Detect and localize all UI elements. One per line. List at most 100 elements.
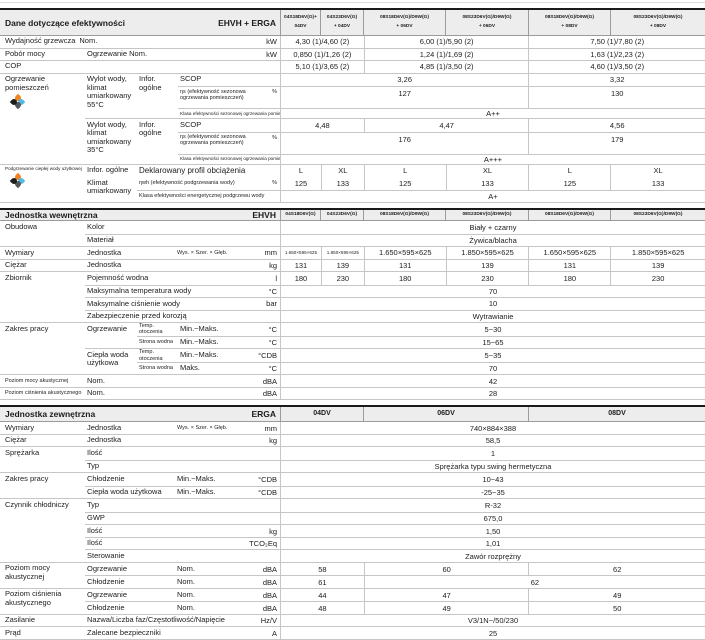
row-label: Nom. (177, 563, 195, 573)
value-cell: 25 (488, 628, 498, 638)
row-sublabel: Strona wodna (139, 365, 173, 372)
value-cell: 1.650×595×625 (363, 247, 446, 259)
value-cell: 1,63 (1)/2,23 (2) (528, 48, 705, 60)
row-group-space-heating: Ogrzewanie pomieszczeń Wylot wody, klima… (0, 73, 705, 165)
row-label: Maks. (180, 363, 201, 373)
value-cells: 28 (280, 387, 705, 400)
unit-label (253, 61, 280, 73)
row-label: Nom. (177, 576, 195, 586)
value-cell: -25~35 (481, 488, 505, 498)
row-label: Klasa efektywności energetycznej podgrze… (139, 193, 265, 200)
value-cells: 1,01 (280, 537, 705, 550)
value-cell: 180 (294, 273, 308, 283)
row-ambient-range: Temp. otoczenia Min.~Maks. °CDB 5~35 (137, 349, 705, 362)
value-cells: R-32 (280, 499, 705, 512)
value-cells: A+++ (280, 154, 705, 164)
row-sublabel: Temp. otoczenia (139, 349, 163, 362)
unit-label: dBA (262, 376, 277, 386)
section-indoor-unit: Jednostka wewnętrzna EHVH 04S18D6V(G) 04… (0, 208, 705, 401)
row-refrigerant-control: Sterowanie Zawór rozprężny (85, 549, 705, 562)
seasonal-efficiency-icon (9, 94, 26, 110)
value-cell: 133 (445, 177, 529, 190)
row-seasonal-class-35: Klasa efektywności sezonowej ogrzewania … (178, 153, 705, 164)
row-label: Zakres pracy (5, 323, 49, 333)
row-label: Min.~Maks. (180, 337, 219, 347)
row-sublabel: Ciepła woda użytkowa (87, 349, 129, 368)
value-cells: V3/1N~/50/230 (280, 614, 705, 627)
row-sublabel: Nazwa/Liczba faz/Częstotliwość/Napięcie (87, 615, 225, 625)
value-cell: 28 (488, 389, 498, 399)
unit-label: l (275, 273, 277, 283)
value-cells: 58,5 (280, 434, 705, 447)
value-cell: 675,0 (483, 514, 503, 524)
unit-label: °C (268, 364, 277, 374)
value-cell: 230 (445, 272, 529, 285)
row-label: Maksymalna temperatura wody (87, 286, 192, 296)
model-name: 08S23D6V(G)/D9W(G) (633, 15, 683, 21)
unit-label: kg (269, 526, 277, 536)
value-cell: 1.650×595×625 (528, 247, 610, 259)
row-label: Ilość (87, 448, 103, 458)
value-cell: 47 (363, 588, 529, 602)
value-cell: 58,5 (485, 436, 501, 446)
value-cells: 1.650×595×625 1.850×595×625 1.650×595×62… (280, 247, 705, 259)
value-cell: 125 (294, 178, 308, 188)
row-group-dhw-climate: Klimat umiarkowany ηwh (efektywność podg… (85, 177, 705, 202)
row-sublabel: Ciepła woda użytkowa (87, 487, 162, 497)
column-headers: 04DV 06DV 08DV (280, 407, 705, 422)
value-cells: 44 47 49 (280, 588, 705, 602)
row-max-water-temp: Maksymalna temperatura wody °C 70 (85, 284, 705, 298)
row-eta-s-35: ηs (efektywność sezonowa ogrzewania pomi… (178, 131, 705, 154)
value-cells: 10~43 (280, 473, 705, 486)
row-outdoor-weight: Ciężar Jednostka kg 58,5 (0, 434, 705, 448)
section-title: Dane dotyczące efektywności (5, 17, 125, 28)
row-refrigerant-charge-tco2eq: Ilość TCO₂Eq 1,01 (85, 536, 705, 550)
row-outdoor-dimensions: Wymiary Jednostka Wys. × Szer. × Głęb. m… (0, 422, 705, 435)
row-seasonal-class-55: Klasa efektywności sezonowej ogrzewania … (178, 108, 705, 118)
value-cells: 0,850 (1)/1,26 (2) 1,24 (1)/1,69 (2) 1,6… (280, 48, 705, 60)
row-label: Materiał (87, 235, 114, 245)
value-cells: L XL L XL L XL (280, 164, 705, 177)
row-label: Pojemność wodna (87, 273, 149, 283)
value-cells: 675,0 (280, 512, 705, 525)
row-group-outdoor-sound-power: Poziom mocy akustycznej Ogrzewanie Nom. … (0, 562, 705, 589)
section-title-area: Dane dotyczące efektywności EHVH + ERGA (0, 10, 280, 35)
row-corrosion-protection: Zabezpieczenie przed korozją Wytrawianie (85, 309, 705, 323)
value-cell: 179 (528, 132, 705, 154)
column-header: 04S23D6V(G) + 04DV (320, 10, 363, 35)
unit-label: % (272, 180, 277, 187)
row-sublabel: Infor. ogólne (87, 165, 129, 175)
value-cells: Wytrawianie (280, 310, 705, 323)
row-indoor-weight: Ciężar Jednostka kg 131 139 131 139 131 … (0, 259, 705, 273)
value-cells: 176 179 (280, 132, 705, 154)
row-label: Nom. (177, 589, 195, 599)
value-cells: 4,30 (1)/4,60 (2) 6,00 (1)/5,90 (2) 7,50… (280, 36, 705, 48)
value-cell: 133 (320, 177, 364, 190)
row-group-outdoor-sound-pressure: Poziom ciśnienia akustycznego Ogrzewanie… (0, 588, 705, 615)
row-group-refrigerant: Czynnik chłodniczy Typ R-32 GWP 675,0 Il… (0, 499, 705, 563)
value-cells: 740×884×388 (280, 422, 705, 434)
section-title: Jednostka zewnętrzna (5, 409, 96, 420)
value-cell: 131 (294, 260, 308, 270)
value-cells: 3,26 3,32 (280, 73, 705, 86)
value-cells: 5,10 (1)/3,65 (2) 4,85 (1)/3,50 (2) 4,60… (280, 61, 705, 73)
value-cells: 48 49 50 (280, 602, 705, 614)
column-header: 06DV (363, 407, 528, 422)
model-name: + 04DV (333, 23, 351, 29)
row-heating-capacity: Wydajność grzewcza Nom. kW 4,30 (1)/4,60 … (0, 36, 705, 49)
row-label: Min.~Maks. (180, 350, 219, 360)
row-sublabel: Wylot wody, klimat umiarkowany 35°C (87, 119, 132, 155)
value-cell: 1,24 (1)/1,69 (2) (363, 48, 529, 60)
value-cell: 1.650×595×625 (284, 250, 318, 256)
value-cell: R-32 (484, 501, 502, 511)
value-cells: 4,48 4,47 4,56 (280, 119, 705, 132)
row-label-text: Ogrzewanie pomieszczeń (5, 74, 49, 92)
value-cell: 125 (528, 177, 610, 190)
model-name: + 06DV (478, 23, 496, 29)
unit-label: % (272, 89, 277, 95)
row-sound-power-heating: Ogrzewanie Nom. dBA 58 60 62 (85, 562, 705, 576)
column-header: 08S18D6V(G)/D9W(G) (528, 210, 610, 221)
row-label: Podgrzewanie ciepłej wody użytkowej (0, 165, 85, 203)
row-label-text: Wydajność grzewcza (5, 36, 76, 46)
row-sublabel: Wys. × Szer. × Głęb. (177, 249, 228, 256)
